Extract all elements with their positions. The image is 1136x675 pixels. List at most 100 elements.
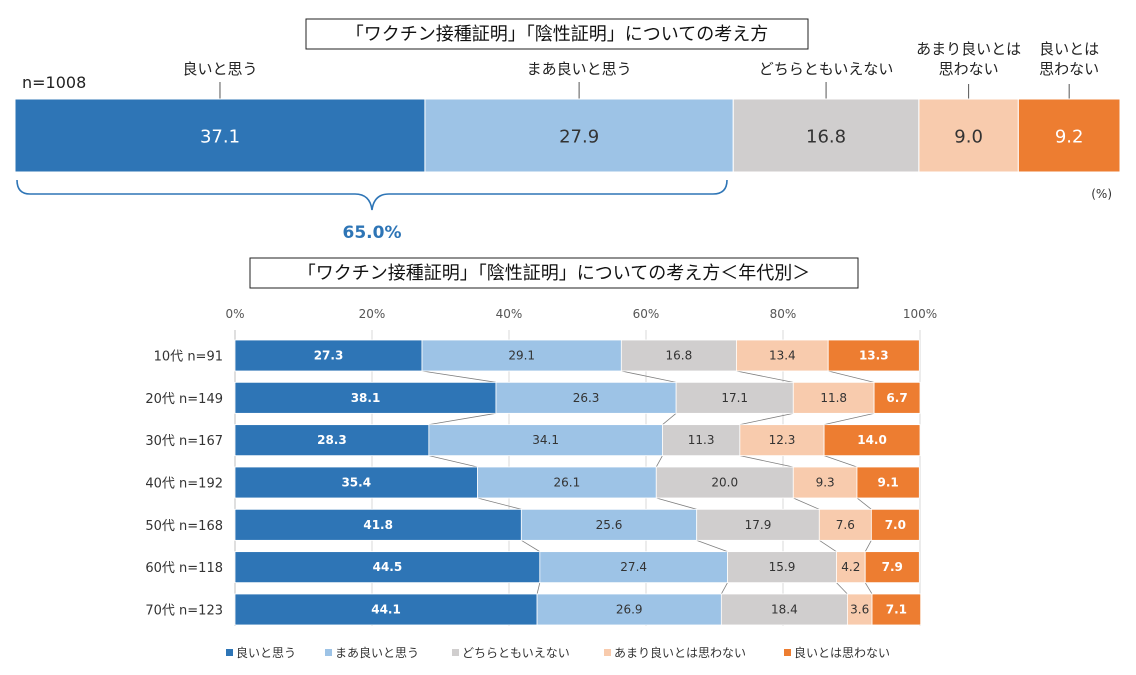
bar-value-label: 35.4 — [341, 475, 371, 489]
bar-value-label: 26.1 — [554, 475, 581, 489]
bar-segment — [234, 339, 423, 372]
top-bar-segment — [918, 98, 1019, 173]
connector-line — [477, 497, 522, 510]
bar-value-label: 44.5 — [373, 560, 403, 574]
bar-value-label: 26.9 — [616, 602, 643, 616]
top-value-label: 9.2 — [1055, 127, 1084, 148]
top-bar-segment — [1017, 98, 1121, 173]
bar-segment — [792, 381, 875, 414]
top-category-labels: 良いと思う まあ良いと思う どちらともいえない あまり良いとは思わない 良いとは思わない — [182, 40, 1099, 99]
legend-label: まあ良いと思う — [335, 645, 419, 660]
bar-value-label: 11.8 — [820, 391, 847, 405]
bar-value-label: 27.3 — [314, 349, 344, 363]
connector-line — [736, 370, 794, 383]
bar-value-label: 9.3 — [816, 475, 835, 489]
x-tick-label: 60% — [633, 307, 660, 321]
bottom-bars: 27.3 29.1 16.8 13.4 13.3 38.1 26.3 17.1 11.8 6.7 2… — [234, 339, 922, 626]
top-category-label: どちらともいえない — [759, 60, 894, 78]
connector-line — [856, 497, 872, 510]
x-tick-label: 20% — [359, 307, 386, 321]
connector-line — [662, 413, 677, 425]
row-label: 20代 n=149 — [145, 392, 223, 407]
bar-segment — [620, 339, 737, 372]
bar-value-label: 7.1 — [886, 602, 907, 616]
top-category-label: 良いと思う — [182, 60, 257, 78]
connector-line — [739, 412, 794, 426]
top-category-label: 思わない — [1039, 60, 1099, 78]
bar-value-label: 18.4 — [771, 602, 798, 616]
legend-label: 良いとは思わない — [794, 645, 890, 660]
bar-segment — [520, 508, 698, 541]
bar-value-label: 11.3 — [688, 433, 715, 447]
bar-segment — [823, 424, 921, 457]
bar-value-label: 15.9 — [769, 560, 796, 574]
bar-segment — [856, 466, 920, 499]
row-label: 30代 n=167 — [145, 434, 223, 449]
connector-line — [655, 455, 663, 468]
bar-value-label: 38.1 — [351, 391, 381, 405]
legend-swatch — [226, 649, 233, 656]
bar-segment — [539, 551, 728, 584]
bar-value-label: 6.7 — [886, 391, 907, 405]
bar-value-label: 27.4 — [620, 560, 647, 574]
bar-segment — [836, 551, 866, 584]
bar-value-label: 16.8 — [666, 349, 693, 363]
bottom-connectors — [421, 370, 875, 595]
bar-segment — [818, 508, 872, 541]
connector-line — [793, 497, 820, 510]
bar-segment — [234, 593, 538, 626]
legend-swatch — [325, 649, 332, 656]
row-label: 10代 n=91 — [154, 350, 223, 365]
connector-line — [536, 582, 541, 595]
bottom-x-ticks: 0% 20% 40% 60% 80% 100% — [225, 307, 937, 321]
bar-value-label: 7.0 — [885, 518, 906, 532]
top-value-label: 9.0 — [954, 127, 983, 148]
bar-segment — [477, 466, 657, 499]
connector-line — [656, 497, 697, 510]
legend-swatch — [604, 649, 611, 656]
x-tick-label: 100% — [903, 307, 937, 321]
connector-line — [836, 582, 848, 595]
top-bars: 37.1 27.9 16.8 9.0 9.2 — [14, 98, 1121, 173]
bottom-chart: 「ワクチン接種証明」「陰性証明」についての考え方＜年代別＞ 0% 20% 40% 60… — [145, 257, 937, 660]
connector-line — [824, 412, 875, 426]
x-tick-label: 80% — [770, 307, 797, 321]
bar-value-label: 17.9 — [745, 518, 772, 532]
legend-label: あまり良いとは思わない — [614, 645, 746, 660]
top-category-label: あまり良いとは — [916, 40, 1021, 58]
bar-segment — [864, 551, 920, 584]
bar-value-label: 7.9 — [882, 560, 903, 574]
bar-segment — [655, 466, 794, 499]
bar-value-label: 17.1 — [721, 391, 748, 405]
bar-value-label: 29.1 — [508, 349, 535, 363]
bar-segment — [871, 593, 922, 626]
bar-segment — [234, 466, 478, 499]
bar-segment — [696, 508, 820, 541]
connector-line — [828, 370, 875, 383]
bar-value-label: 9.1 — [878, 475, 899, 489]
bar-segment — [736, 339, 829, 372]
top-value-label: 16.8 — [806, 127, 846, 148]
bar-segment — [662, 424, 741, 457]
top-chart: 「ワクチン接種証明」「陰性証明」についての考え方 n=1008 良いと思う まあ良… — [14, 18, 1121, 243]
bar-segment — [873, 381, 921, 414]
bar-value-label: 25.6 — [596, 518, 623, 532]
bar-value-label: 3.6 — [850, 602, 869, 616]
legend-swatch — [452, 649, 459, 656]
bar-segment — [720, 593, 848, 626]
bottom-title-box — [249, 257, 859, 289]
bar-value-label: 12.3 — [769, 433, 796, 447]
bar-value-label: 13.3 — [859, 349, 889, 363]
legend-label: どちらともいえない — [462, 646, 570, 660]
bar-value-label: 4.2 — [841, 560, 860, 574]
bar-value-label: 14.0 — [857, 433, 887, 447]
bar-value-label: 28.3 — [317, 433, 347, 447]
bar-segment — [870, 508, 920, 541]
top-bracket-total: 65.0% — [343, 223, 402, 243]
bottom-legend: 良いと思う まあ良いと思う どちらともいえない あまり良いとは思わない 良いとは思わない — [226, 645, 890, 660]
bar-segment — [727, 551, 837, 584]
top-value-label: 37.1 — [200, 127, 240, 148]
connector-line — [720, 582, 728, 595]
bar-value-label: 13.4 — [769, 349, 796, 363]
x-tick-label: 0% — [225, 307, 244, 321]
